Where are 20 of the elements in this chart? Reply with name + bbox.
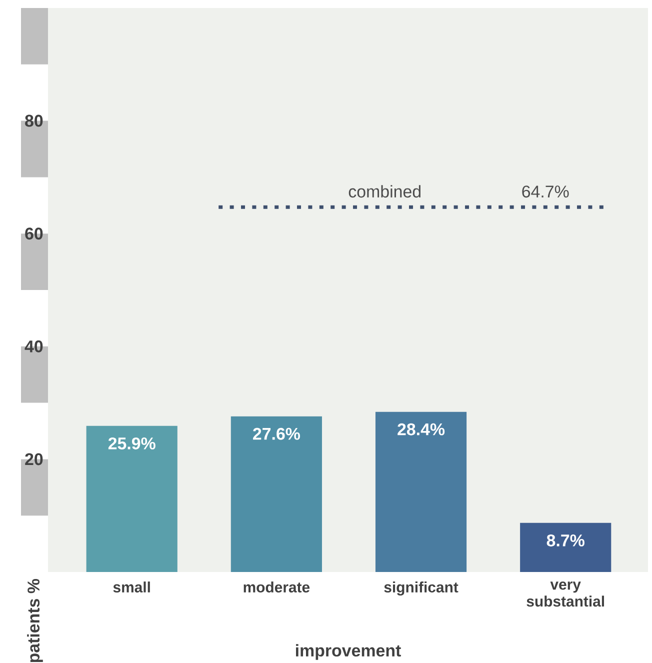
- y-tick-label: 80: [25, 114, 43, 127]
- x-axis-title: improvement: [296, 644, 401, 660]
- x-tick-label: small: [113, 582, 150, 592]
- bar: [375, 412, 467, 572]
- x-tick-label: moderate: [244, 582, 310, 592]
- data-label: 8.7%: [546, 534, 584, 546]
- data-label: 27.6%: [253, 428, 300, 440]
- bar: [230, 416, 322, 572]
- data-label: 25.9%: [108, 437, 156, 450]
- y-tick-label: 40: [24, 340, 43, 352]
- x-tick-label: significant: [384, 582, 458, 596]
- x-tick-label: very substantial: [526, 582, 604, 607]
- y-tick-label: 60: [25, 228, 43, 240]
- data-label: 28.4%: [398, 423, 445, 436]
- y-axis-title: patients %: [27, 578, 43, 662]
- bar: [520, 522, 612, 572]
- ref-line-label: combined: [348, 185, 420, 198]
- annotation: 64.7%: [522, 186, 569, 198]
- bar: [86, 426, 178, 572]
- y-tick-label: 20: [25, 453, 43, 466]
